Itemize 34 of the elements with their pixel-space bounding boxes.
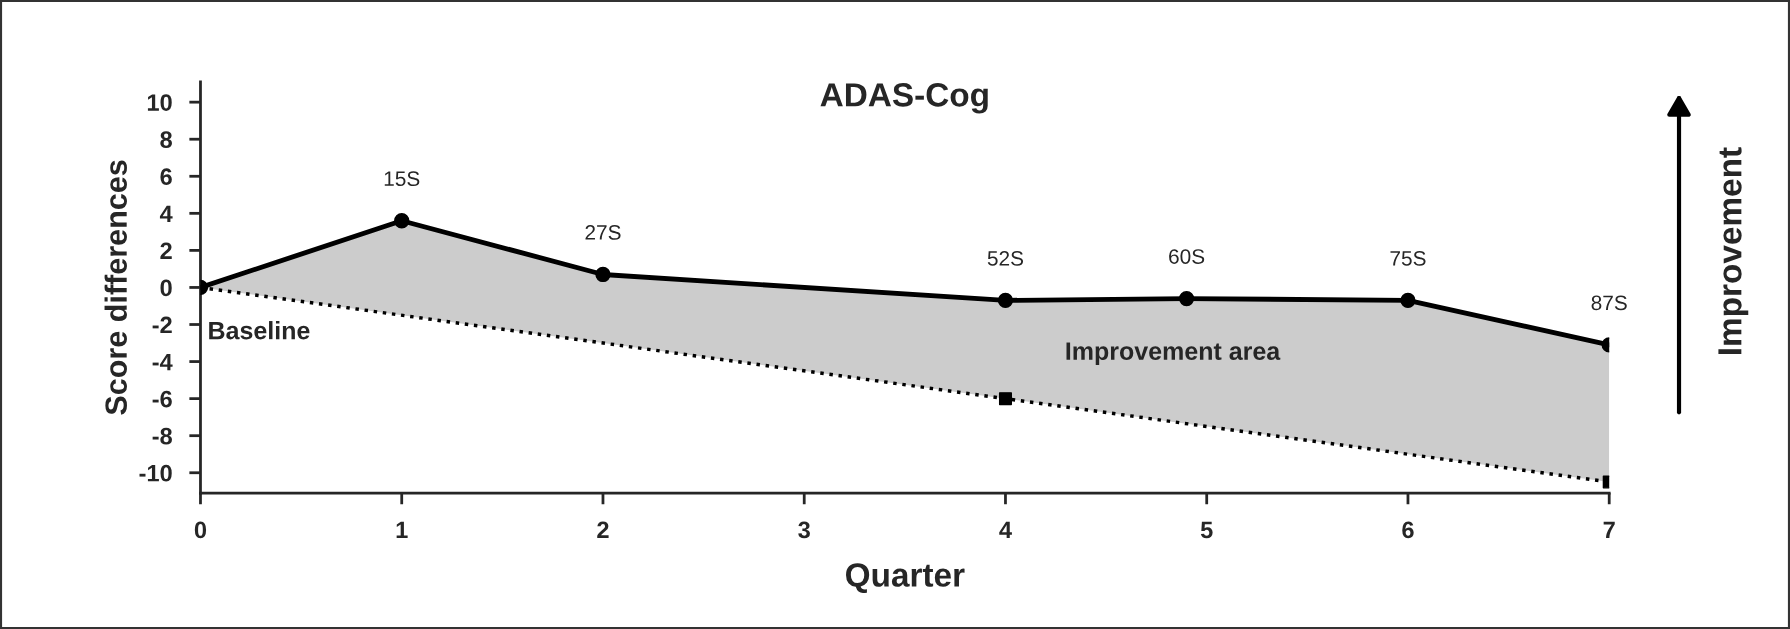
x-tick-label: 7	[1603, 521, 1615, 539]
x-axis-title: Quarter	[846, 563, 965, 594]
x-tick-label: 2	[597, 521, 609, 539]
x-tick-label: 6	[1402, 521, 1414, 539]
annotation: 75S	[1390, 251, 1426, 266]
x-tick-label: 4	[999, 521, 1012, 539]
point	[595, 266, 611, 283]
y-tick-label: -8	[152, 427, 172, 445]
y-tick-label: 2	[160, 242, 172, 259]
annotation: 52S	[987, 251, 1024, 266]
point	[997, 292, 1014, 309]
annotation: 87S	[1591, 295, 1627, 311]
annotation: Baseline	[209, 321, 310, 340]
y-tick-label: -6	[152, 390, 172, 408]
annotation: Improvement area	[1066, 342, 1281, 365]
x-tick-label: 3	[798, 521, 810, 539]
y-tick-label: 8	[160, 131, 172, 148]
text: Improvement	[1718, 147, 1749, 355]
y-tick-label: 10	[147, 94, 172, 111]
x-tick-label: 0	[194, 521, 207, 539]
annotation: 60S	[1169, 249, 1205, 264]
chart-title: ADAS-Cog	[820, 83, 988, 114]
x-tick-label: 1	[396, 521, 408, 539]
y-tick-label: 0	[160, 279, 172, 297]
y-tick-label: 6	[160, 168, 172, 186]
y-axis-title: Score differences	[104, 160, 127, 415]
x-tick-label: 5	[1200, 521, 1213, 539]
y-tick-label: -2	[152, 316, 172, 334]
y-tick-label: -4	[152, 353, 173, 371]
y-tick-label: 4	[159, 205, 173, 222]
annotation: 27S	[585, 225, 621, 240]
y-tick-label: -10	[139, 464, 172, 482]
annotation: 15S	[384, 171, 420, 187]
point	[1178, 290, 1195, 307]
